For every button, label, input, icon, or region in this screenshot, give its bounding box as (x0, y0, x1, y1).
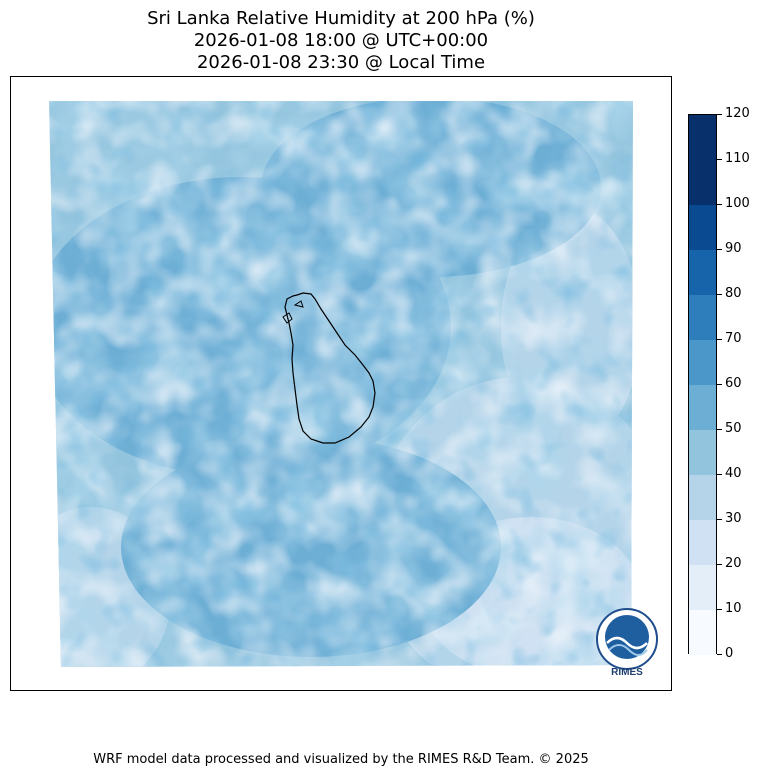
chart-title: Sri Lanka Relative Humidity at 200 hPa (… (0, 8, 682, 74)
colorbar-tick (717, 609, 722, 610)
colorbar-tick (717, 159, 722, 160)
colorbar-segment (689, 475, 716, 520)
colorbar-tick (717, 519, 722, 520)
colorbar-segment (689, 250, 716, 295)
colorbar-tick-label: 80 (725, 286, 742, 301)
colorbar-tick-label: 90 (725, 241, 742, 256)
colorbar-segment (689, 160, 716, 205)
footer-credit: WRF model data processed and visualized … (93, 752, 589, 767)
colorbar-tick (717, 294, 722, 295)
colorbar-tick (717, 429, 722, 430)
colorbar-tick-label: 20 (725, 556, 742, 571)
colorbar-tick-label: 110 (725, 151, 750, 166)
colorbar-segment (689, 520, 716, 565)
colorbar-tick (717, 384, 722, 385)
colorbar-tick (717, 114, 722, 115)
sri-lanka-outline (284, 292, 376, 444)
colorbar-tick-label: 100 (725, 196, 750, 211)
colorbar-segment (689, 565, 716, 610)
colorbar-tick (717, 249, 722, 250)
colorbar-tick (717, 564, 722, 565)
colorbar-tick (717, 339, 722, 340)
colorbar-tick-label: 70 (725, 331, 742, 346)
colorbar-scale (688, 114, 717, 655)
colorbar-tick-label: 0 (725, 646, 734, 661)
humidity-map: RIMES (49, 101, 658, 678)
map-frame: RIMES (10, 76, 672, 691)
colorbar-tick-label: 40 (725, 466, 742, 481)
colorbar-tick-label: 60 (725, 376, 742, 391)
title-line-2: 2026-01-08 18:00 @ UTC+00:00 (193, 30, 489, 51)
colorbar-tick-label: 10 (725, 601, 742, 616)
colorbar-segment (689, 340, 716, 385)
rimes-logo-text: RIMES (611, 667, 643, 678)
colorbar-segment (689, 610, 716, 655)
colorbar-segment (689, 115, 716, 160)
colorbar-tick (717, 204, 722, 205)
rimes-logo: RIMES (596, 608, 658, 678)
humidity-field (49, 101, 633, 667)
colorbar-segment (689, 295, 716, 340)
colorbar-segment (689, 385, 716, 430)
colorbar-tick-label: 120 (725, 106, 750, 121)
colorbar-segment (689, 205, 716, 250)
colorbar-tick-label: 30 (725, 511, 742, 526)
title-line-3: 2026-01-08 23:30 @ Local Time (196, 52, 486, 73)
colorbar-tick (717, 474, 722, 475)
colorbar-tick-label: 50 (725, 421, 742, 436)
colorbar-tick (717, 654, 722, 655)
title-line-1: Sri Lanka Relative Humidity at 200 hPa (… (147, 8, 535, 29)
colorbar-segment (689, 430, 716, 475)
